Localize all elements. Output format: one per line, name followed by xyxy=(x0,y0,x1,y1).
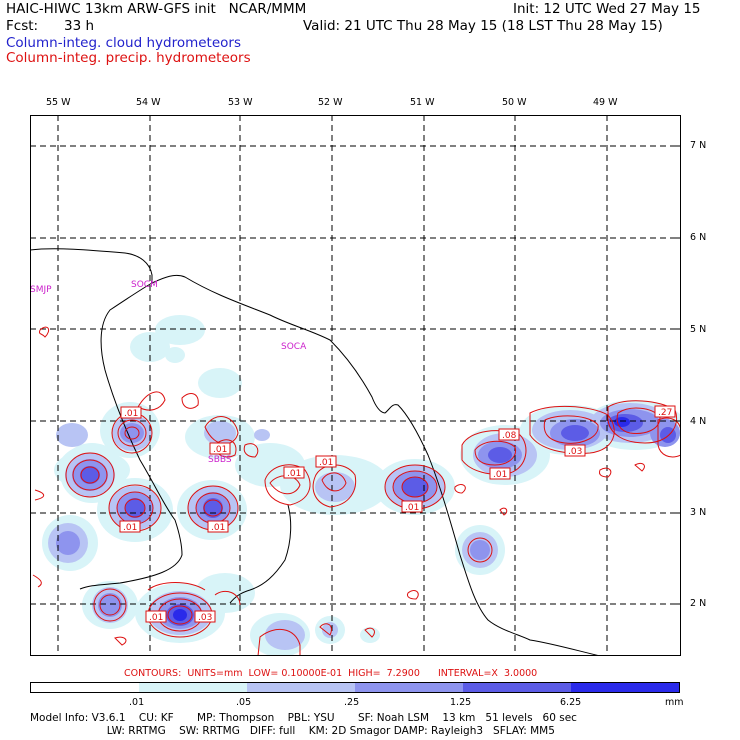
contour-label: .03 xyxy=(194,610,216,623)
station-label: SBBS xyxy=(208,455,232,465)
color-bin xyxy=(247,683,355,692)
svg-text:.01: .01 xyxy=(211,523,225,533)
lat-label: 6 N xyxy=(690,232,707,243)
forecast-label: Fcst: xyxy=(6,18,39,34)
color-bin xyxy=(355,683,463,692)
svg-text:.01: .01 xyxy=(287,469,301,479)
svg-text:.03: .03 xyxy=(198,613,212,623)
valid-time: Valid: 21 UTC Thu 28 May 15 (18 LST Thu … xyxy=(303,18,663,34)
contour-label: .01 xyxy=(119,520,141,533)
svg-text:.01: .01 xyxy=(149,613,163,623)
color-bin xyxy=(31,683,139,692)
svg-text:.08: .08 xyxy=(502,431,517,441)
contour-label: .01 xyxy=(489,467,511,480)
contour-labels: .01 .01 .01 .01 .01 .01 .01 .01 .03 .03 … xyxy=(119,405,676,623)
init-time: Init: 12 UTC Wed 27 May 15 xyxy=(513,1,701,17)
lat-label: 3 N xyxy=(690,507,707,518)
lat-label: 7 N xyxy=(690,140,707,151)
map-background xyxy=(30,115,681,656)
field-cloud-label: Column-integ. cloud hydrometeors xyxy=(6,35,242,51)
svg-text:.01: .01 xyxy=(123,523,137,533)
model-info-line2: LW: RRTMG SW: RRTMG DIFF: full KM: 2D Sm… xyxy=(30,725,555,737)
forecast-hour: 33 h xyxy=(64,18,95,34)
contour-label: .01 xyxy=(207,520,229,533)
lon-label: 51 W xyxy=(410,97,435,108)
contour-label: .01 xyxy=(209,442,231,455)
station-labels: SMJP SOCM SOCA SBBS xyxy=(30,280,307,465)
contour-label: .03 xyxy=(564,444,586,457)
lon-label: 50 W xyxy=(502,97,527,108)
contour-label: .01 xyxy=(120,406,142,419)
scale-units: mm xyxy=(665,697,684,708)
station-label: SOCA xyxy=(281,342,307,352)
contour-label: .01 xyxy=(145,610,167,623)
station-label: SMJP xyxy=(30,285,52,295)
map-title: HAIC-HIWC 13km ARW-GFS init NCAR/MMM xyxy=(6,1,307,17)
contour-label: .27 xyxy=(654,405,676,418)
map-frame xyxy=(30,115,681,656)
svg-text:.01: .01 xyxy=(213,445,227,455)
lon-label: 52 W xyxy=(318,97,343,108)
forecast-map: .01 .01 .01 .01 .01 .01 .01 .01 .03 .03 … xyxy=(30,115,681,656)
scale-label: 1.25 xyxy=(450,697,472,708)
contours-info: CONTOURS: UNITS=mm LOW= 0.10000E-01 HIGH… xyxy=(124,668,538,679)
svg-text:.03: .03 xyxy=(568,447,582,457)
color-bin xyxy=(139,683,247,692)
contour-label: .01 xyxy=(401,500,423,513)
scale-label: .25 xyxy=(344,697,360,708)
lat-lon-grid xyxy=(30,115,681,656)
contour-label: .01 xyxy=(283,466,305,479)
svg-text:.01: .01 xyxy=(319,458,333,468)
svg-text:.27: .27 xyxy=(658,408,672,418)
cloud-shading xyxy=(42,315,681,656)
coastline xyxy=(30,248,601,656)
scale-label: .05 xyxy=(236,697,252,708)
lat-label: 2 N xyxy=(690,598,707,609)
field-precip-label: Column-integ. precip. hydrometeors xyxy=(6,50,251,66)
model-info-line1: Model Info: V3.6.1 CU: KF MP: Thompson P… xyxy=(30,712,577,724)
lon-label: 53 W xyxy=(228,97,253,108)
lat-ticks xyxy=(675,145,681,605)
precip-contours xyxy=(32,326,681,656)
scale-label: .01 xyxy=(129,697,145,708)
lat-label: 4 N xyxy=(690,416,707,427)
station-label: SOCM xyxy=(131,280,158,290)
lat-label: 5 N xyxy=(690,324,707,335)
contour-label: .01 xyxy=(315,455,337,468)
contour-label: .08 xyxy=(498,428,520,441)
scale-label: 6.25 xyxy=(560,697,582,708)
svg-text:.01: .01 xyxy=(493,470,507,480)
svg-text:.01: .01 xyxy=(124,409,138,419)
svg-text:.01: .01 xyxy=(405,503,419,513)
lon-label: 55 W xyxy=(46,97,71,108)
color-bin xyxy=(571,683,679,692)
lon-label: 49 W xyxy=(593,97,618,108)
color-bin xyxy=(463,683,571,692)
color-scale xyxy=(30,682,680,693)
lon-label: 54 W xyxy=(136,97,161,108)
